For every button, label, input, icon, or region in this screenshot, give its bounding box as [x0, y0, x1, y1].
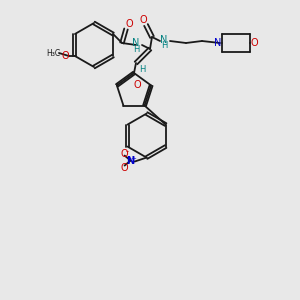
Text: O: O	[121, 163, 128, 172]
Text: O: O	[125, 19, 133, 29]
Text: H: H	[161, 41, 167, 50]
Text: H₃C: H₃C	[46, 49, 60, 58]
Text: O: O	[250, 38, 258, 48]
Text: N: N	[214, 38, 222, 48]
Text: -: -	[126, 147, 129, 156]
Text: H: H	[133, 46, 139, 55]
Text: O: O	[133, 80, 141, 90]
Text: N: N	[127, 156, 135, 166]
Text: N: N	[160, 35, 168, 45]
Text: N: N	[132, 38, 140, 48]
Text: H: H	[139, 64, 145, 74]
Text: O: O	[61, 51, 69, 61]
Text: O: O	[139, 15, 147, 25]
Text: O: O	[121, 148, 128, 159]
Text: +: +	[130, 156, 136, 162]
